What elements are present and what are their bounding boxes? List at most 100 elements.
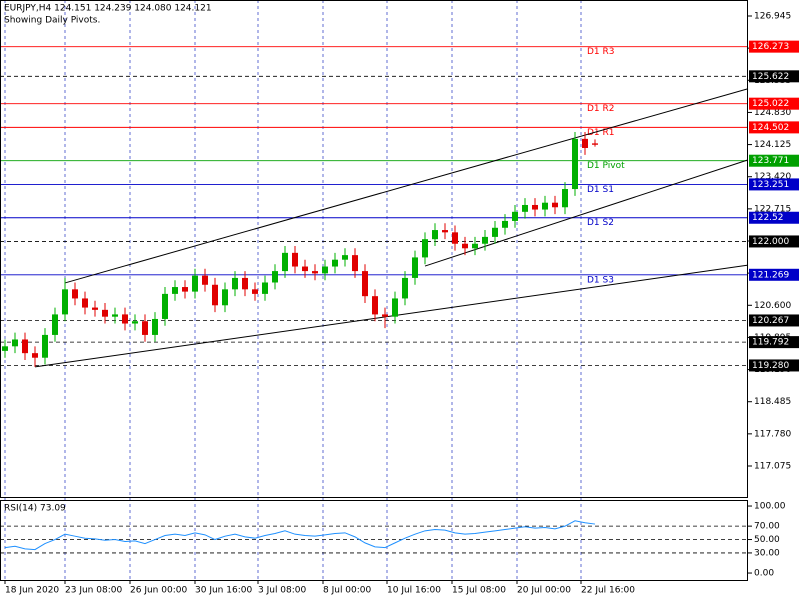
pivot-name: D1 Pivot <box>587 161 625 171</box>
y-tick-label: 120.600 <box>754 301 791 311</box>
candle-body <box>122 314 128 324</box>
candle-body <box>12 339 18 347</box>
candle-body <box>452 232 458 244</box>
candle-body <box>272 271 278 283</box>
rsi-line <box>4 520 596 551</box>
pivot-name: D1 S1 <box>587 185 614 195</box>
candle-body <box>522 204 528 212</box>
pivot-box <box>749 97 799 110</box>
pivot-value: 122.52 <box>752 213 784 223</box>
y-tick-label: 117.075 <box>754 461 791 471</box>
y-tick-label: 117.780 <box>754 429 791 439</box>
candle-body <box>22 339 28 354</box>
pivot-box <box>749 154 799 167</box>
rsi-current: 73.09 <box>40 504 66 514</box>
candle-body <box>212 284 218 306</box>
candle-body <box>102 309 108 317</box>
x-tick-label: 3 Jul 08:00 <box>258 586 307 596</box>
pivot-value: 121.269 <box>752 270 789 280</box>
marker-box <box>749 314 799 327</box>
candle-body <box>542 202 548 210</box>
candle-body <box>82 298 88 308</box>
candle-body <box>472 243 478 249</box>
candle-body <box>312 271 318 274</box>
candle-body <box>592 143 598 145</box>
trend-line <box>424 159 749 267</box>
y-tick-label: 124.830 <box>754 108 791 118</box>
pivot-value: 124.502 <box>752 123 789 133</box>
candle-body <box>392 298 398 317</box>
marker-label: 119.280 <box>752 361 789 371</box>
marker-box <box>749 359 799 372</box>
price-frame <box>0 0 748 498</box>
y-tick-label: 122.715 <box>754 204 791 214</box>
pivot-name: D1 R3 <box>587 47 615 57</box>
rsi-tick-label: 30.00 <box>754 548 780 558</box>
x-tick-label: 22 Jul 16:00 <box>581 586 635 596</box>
x-tick-label: 8 Jul 00:00 <box>323 586 372 596</box>
pivot-name: D1 R2 <box>587 104 615 114</box>
pivot-box <box>749 178 799 191</box>
pivot-name: D1 S3 <box>587 275 614 285</box>
candle-body <box>362 271 368 297</box>
x-tick-label: 15 Jul 08:00 <box>452 586 506 596</box>
rsi-tick-label: 0.00 <box>754 569 774 579</box>
candle-body <box>532 204 538 210</box>
candle-body <box>252 289 258 294</box>
y-tick-label: 124.125 <box>754 140 791 150</box>
candle-body <box>222 289 228 306</box>
y-tick-label: 123.420 <box>754 172 791 182</box>
pivot-value: 125.022 <box>752 99 789 109</box>
candle-body <box>482 236 488 244</box>
candle-body <box>352 255 358 272</box>
candle-body <box>52 314 58 335</box>
candle-body <box>402 277 408 299</box>
marker-label: 122.000 <box>752 237 789 247</box>
chart-subtitle: Showing Daily Pivots. <box>4 16 100 26</box>
rsi-tick-label: 70.00 <box>754 522 780 532</box>
pivot-value: 126.273 <box>752 42 789 52</box>
candle-body <box>112 314 118 317</box>
marker-box <box>749 70 799 83</box>
candle-body <box>552 202 558 208</box>
candle-body <box>142 321 148 335</box>
candle-body <box>282 252 288 272</box>
candle-body <box>462 243 468 249</box>
marker-box <box>749 336 799 349</box>
y-tick-label: 126.945 <box>754 12 791 22</box>
candle-body <box>502 220 508 228</box>
trend-line <box>34 264 749 368</box>
rsi-tick-label: 100.00 <box>754 502 786 512</box>
candle-body <box>422 239 428 258</box>
candle-body <box>32 353 38 358</box>
x-tick-label: 23 Jun 08:00 <box>65 586 122 596</box>
candle-body <box>432 230 438 240</box>
candle-body <box>182 287 188 292</box>
candle-body <box>72 289 78 299</box>
candle-body <box>62 289 68 315</box>
candle-body <box>242 277 248 290</box>
candle-body <box>262 282 268 294</box>
y-tick-label: 118.485 <box>754 397 791 407</box>
x-tick-label: 30 Jun 16:00 <box>195 586 252 596</box>
marker-label: 119.792 <box>752 338 789 348</box>
candle-body <box>192 275 198 292</box>
candle-body <box>162 293 168 319</box>
candle-body <box>382 314 388 317</box>
candle-body <box>442 230 448 233</box>
rsi-frame <box>0 500 748 581</box>
trend-line <box>64 88 749 284</box>
candle-body <box>42 334 48 358</box>
pivot-value: 123.771 <box>752 156 789 166</box>
candle-body <box>492 227 498 237</box>
x-tick-label: 10 Jul 16:00 <box>387 586 441 596</box>
pivot-value: 123.251 <box>752 180 789 190</box>
candle-body <box>572 138 578 190</box>
pivot-box <box>749 40 799 53</box>
candle-body <box>342 255 348 260</box>
x-tick-label: 26 Jun 00:00 <box>130 586 187 596</box>
candle-body <box>232 277 238 290</box>
